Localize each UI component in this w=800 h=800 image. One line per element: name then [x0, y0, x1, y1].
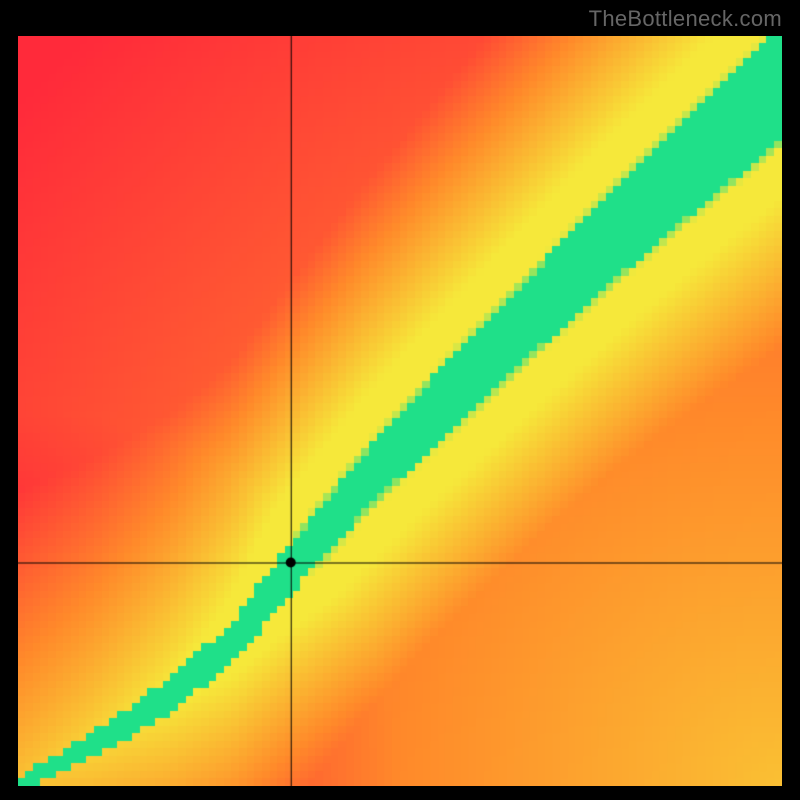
chart-container: TheBottleneck.com	[0, 0, 800, 800]
heatmap-canvas	[18, 36, 782, 786]
heatmap-plot	[18, 36, 782, 786]
watermark-text: TheBottleneck.com	[589, 6, 782, 32]
